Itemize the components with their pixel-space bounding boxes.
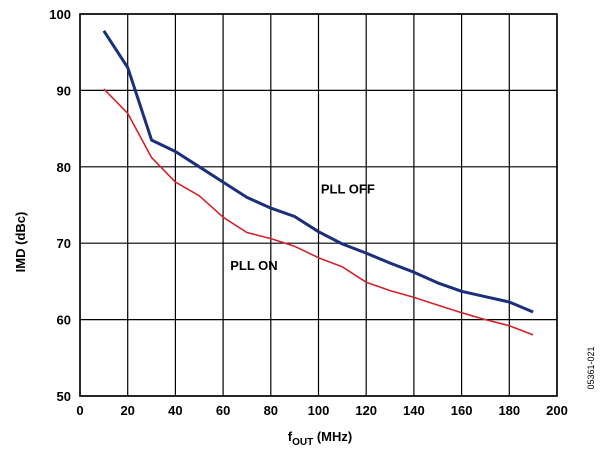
x-tick-label: 200 — [546, 403, 568, 418]
annotation-pll-off: PLL OFF — [321, 182, 375, 197]
series-line-pll-on — [103, 88, 534, 336]
series-line-pll-off — [102, 29, 534, 314]
x-axis-title: fOUT (MHz) — [288, 429, 352, 448]
figure-id: 05361-021 — [586, 346, 596, 389]
y-tick-label: 50 — [57, 389, 71, 404]
y-axis-title: IMD (dBc) — [13, 212, 28, 273]
annotation-pll-on: PLL ON — [230, 258, 277, 273]
y-tick-labels: 50 60 70 80 90 100 — [49, 7, 71, 404]
y-tick-label: 60 — [57, 313, 71, 328]
x-tick-labels: 0 20 40 60 80 100 120 140 160 180 200 — [76, 403, 567, 418]
grid-lines — [79, 13, 558, 397]
x-tick-label: 160 — [451, 403, 473, 418]
x-axis-title-suffix: (MHz) — [313, 429, 352, 444]
x-tick-label: 0 — [76, 403, 83, 418]
x-tick-label: 100 — [308, 403, 330, 418]
x-tick-label: 140 — [403, 403, 425, 418]
x-axis-title-main: f — [288, 429, 293, 444]
y-tick-label: 70 — [57, 236, 71, 251]
y-tick-label: 100 — [49, 7, 71, 22]
x-tick-label: 120 — [355, 403, 377, 418]
annotations: PLL OFF PLL ON — [230, 182, 375, 273]
plot-frame — [79, 13, 558, 397]
x-tick-label: 80 — [264, 403, 278, 418]
x-tick-label: 20 — [120, 403, 134, 418]
x-tick-label: 60 — [216, 403, 230, 418]
x-axis-title-subscript: OUT — [292, 437, 313, 448]
y-tick-label: 90 — [57, 83, 71, 98]
x-tick-label: 180 — [498, 403, 520, 418]
x-tick-label: 40 — [168, 403, 182, 418]
y-tick-label: 80 — [57, 160, 71, 175]
series-layer — [102, 29, 534, 336]
